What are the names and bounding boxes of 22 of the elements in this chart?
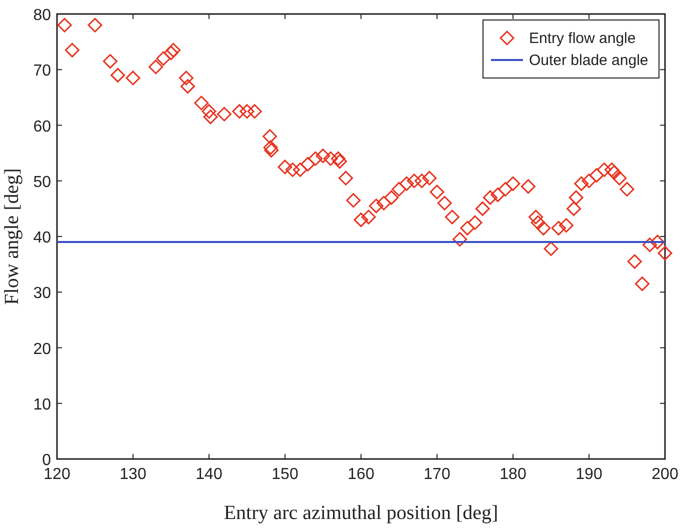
- legend-label: Entry flow angle: [529, 30, 636, 47]
- y-tick-label: 70: [33, 62, 52, 80]
- y-tick-label: 40: [33, 230, 52, 246]
- y-tick-label: 0: [42, 452, 52, 469]
- x-tick-label: 160: [348, 466, 374, 483]
- legend-label: Outer blade angle: [529, 52, 648, 69]
- x-tick-label: 140: [196, 466, 222, 483]
- y-tick-label: 50: [33, 174, 52, 191]
- x-tick-label: 170: [424, 466, 450, 483]
- x-tick-label: 190: [576, 466, 602, 483]
- x-tick-label: 180: [500, 466, 526, 483]
- y-tick-label: 20: [33, 340, 52, 358]
- x-axis-title: Entry arc azimuthal position [deg]: [224, 502, 498, 524]
- x-tick-label: 150: [272, 466, 298, 483]
- x-tick-label: 120: [44, 466, 70, 483]
- y-tick-label: 80: [33, 7, 52, 24]
- y-tick-label: 60: [33, 118, 52, 136]
- x-tick-label: 130: [120, 466, 146, 483]
- x-tick-label: 200: [652, 466, 678, 483]
- y-axis-title: Flow angle [deg]: [1, 168, 23, 305]
- y-tick-label: 10: [33, 396, 52, 414]
- y-tick-label: 30: [33, 285, 52, 302]
